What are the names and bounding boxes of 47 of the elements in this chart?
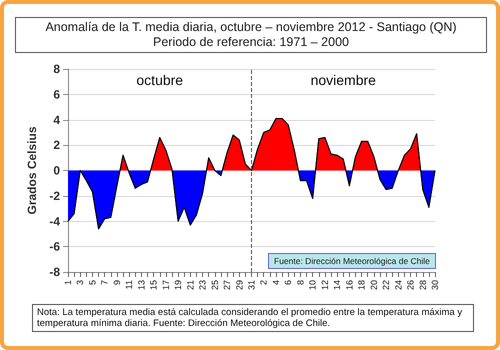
y-tick-label: 8 — [53, 62, 60, 76]
y-tick-label: -4 — [49, 214, 60, 228]
x-tick-label: 29 — [234, 280, 244, 290]
x-tick-label: 20 — [368, 280, 379, 290]
y-tick-label: 0 — [53, 164, 60, 178]
y-tick-label: -2 — [49, 188, 60, 203]
x-tick-label: 6 — [283, 280, 294, 286]
x-tick-label: 8 — [295, 280, 306, 286]
y-tick-label: -6 — [49, 240, 60, 254]
x-tick-label: 13 — [136, 280, 146, 290]
y-tick-label: 6 — [53, 87, 60, 102]
y-tick-label: 4 — [53, 112, 60, 127]
x-tick-label: 14 — [332, 280, 342, 290]
x-tick-label: 3 — [75, 280, 86, 286]
x-tick-label: 27 — [222, 280, 232, 290]
x-tick-label: 30 — [430, 280, 440, 290]
x-tick-label: 19 — [173, 280, 184, 290]
x-tick-label: 10 — [308, 280, 318, 290]
annotation: octubre — [136, 72, 184, 88]
x-tick-label: 31 — [246, 280, 256, 290]
x-tick-label: 4 — [270, 280, 281, 286]
x-tick-label: 24 — [393, 280, 404, 290]
chart-title: Anomalía de la T. media diaria, octubre – noviembre 2012 - Santiago (QN) — [44, 20, 458, 35]
x-tick-label: 21 — [185, 280, 196, 290]
annotation: noviembre — [310, 72, 376, 88]
y-axis-title: Grados Celsius — [25, 126, 39, 215]
x-tick-label: 15 — [148, 280, 159, 290]
x-tick-label: 18 — [356, 280, 367, 290]
x-tick-label: 1 — [63, 280, 73, 286]
x-tick-label: 28 — [418, 280, 428, 290]
x-tick-label: 16 — [344, 280, 354, 290]
x-tick-label: 7 — [100, 280, 110, 286]
text: Nota: La temperatura media está calculada considerando el promedio entre la temperatura máxima y temperatura mínima diaria. Fuente: Dirección Meteorológica de Chile. — [32, 304, 474, 332]
x-tick-label: 5 — [87, 280, 98, 286]
x-tick-label: 17 — [160, 280, 171, 290]
chart-subtitle: Periodo de referencia: 1971 – 2000 — [152, 35, 350, 50]
x-tick-label: 12 — [320, 280, 330, 290]
x-tick-label: 26 — [406, 280, 416, 290]
x-tick-label: 9 — [112, 280, 122, 286]
x-tick-label: 11 — [124, 280, 134, 290]
x-tick-label: 22 — [381, 280, 392, 290]
y-tick-label: -8 — [49, 265, 60, 279]
x-tick-label: 2 — [258, 280, 269, 286]
annotation: Fuente: Dirección Meteorológica de Chile — [268, 253, 436, 269]
y-tick-label: 2 — [53, 138, 60, 152]
x-tick-label: 23 — [198, 280, 208, 290]
x-tick-label: 25 — [210, 280, 220, 290]
